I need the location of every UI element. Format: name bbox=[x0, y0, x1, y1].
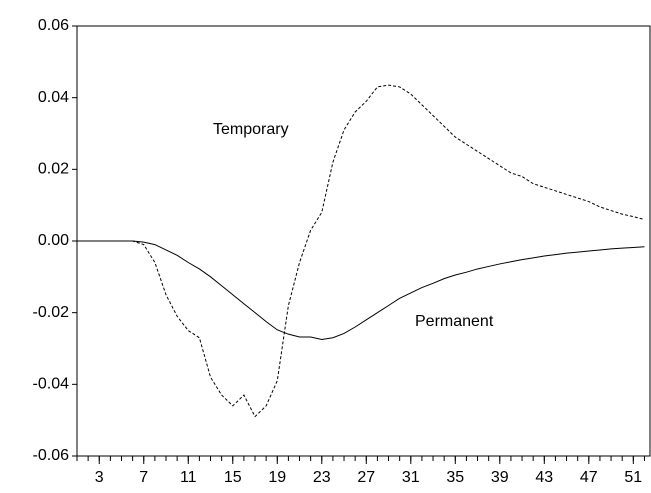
y-tick-label: -0.06 bbox=[33, 447, 70, 464]
y-tick-label: 0.02 bbox=[38, 161, 69, 178]
y-tick-label: 0.00 bbox=[38, 232, 69, 249]
series-label: Temporary bbox=[213, 121, 289, 138]
y-tick-label: 0.04 bbox=[38, 89, 69, 106]
x-tick-label: 19 bbox=[268, 469, 286, 486]
y-tick-label: -0.04 bbox=[33, 376, 70, 393]
x-tick-label: 11 bbox=[180, 469, 197, 486]
x-tick-label: 27 bbox=[357, 469, 375, 486]
x-tick-label: 47 bbox=[580, 469, 598, 486]
series-line bbox=[77, 84, 645, 418]
x-tick-label: 39 bbox=[491, 469, 509, 486]
y-tick-label: -0.02 bbox=[33, 304, 70, 321]
x-tick-label: 43 bbox=[535, 469, 553, 486]
x-tick-label: 7 bbox=[139, 469, 148, 486]
y-tick-label: 0.06 bbox=[38, 17, 69, 34]
series-line bbox=[77, 240, 645, 341]
x-tick-label: 15 bbox=[224, 469, 242, 486]
series-label: Permanent bbox=[415, 313, 494, 330]
plot-frame bbox=[76, 25, 651, 457]
x-tick-label: 51 bbox=[624, 469, 642, 486]
x-tick-label: 35 bbox=[446, 469, 464, 486]
x-tick-label: 23 bbox=[313, 469, 331, 486]
x-tick-label: 31 bbox=[402, 469, 420, 486]
x-tick-label: 3 bbox=[95, 469, 104, 486]
